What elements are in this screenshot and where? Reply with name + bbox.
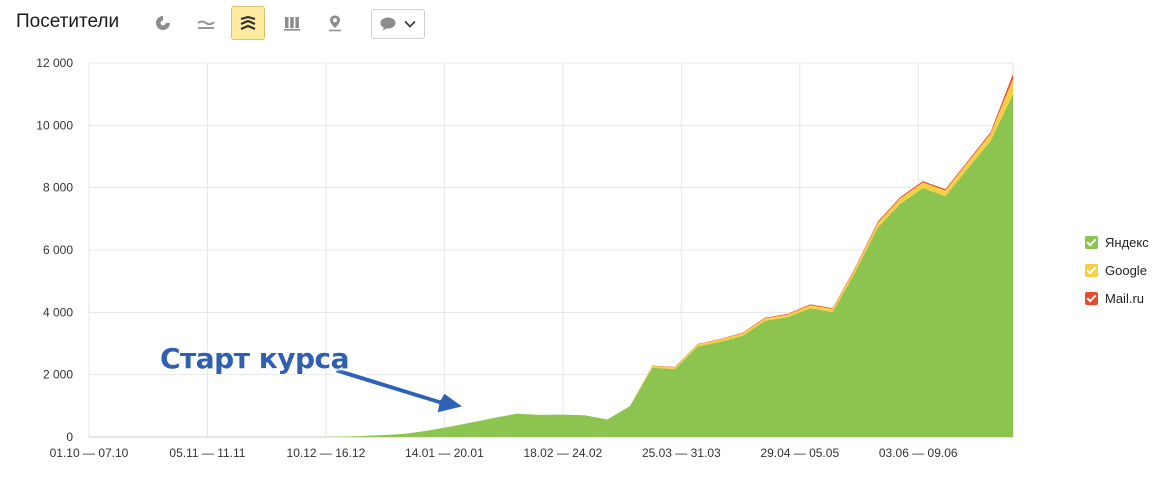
chart-legend: Яндекс Google Mail.ru (1085, 228, 1149, 312)
checkbox-icon[interactable] (1085, 263, 1098, 277)
legend-label: Mail.ru (1105, 290, 1145, 306)
line-chart-button[interactable] (189, 6, 223, 40)
y-tick-label: 6 000 (43, 243, 73, 257)
y-tick-label: 4 000 (43, 305, 73, 319)
x-tick-label: 03.06 — 09.06 (879, 446, 958, 460)
y-tick-label: 0 (66, 430, 73, 444)
x-axis: 01.10 — 07.10 05.11 — 11.11 10.12 — 16.12 1… (50, 446, 958, 460)
legend-item-google[interactable]: Google (1085, 256, 1149, 284)
x-tick-label: 18.02 — 24.02 (523, 446, 602, 460)
checkbox-icon[interactable] (1085, 235, 1098, 249)
map-button[interactable] (318, 6, 352, 40)
chart-areas (89, 73, 1013, 438)
chart-toolbar: Посетители (0, 0, 1165, 50)
area-series-0 (89, 94, 1013, 437)
y-tick-label: 2 000 (43, 368, 73, 382)
annotation-arrow (332, 365, 467, 416)
legend-item-mailru[interactable]: Mail.ru (1085, 284, 1149, 312)
chart-title: Посетители (16, 11, 120, 32)
area-chart-button[interactable] (231, 6, 265, 40)
legend-label: Google (1105, 262, 1147, 278)
y-axis: 0 2 000 4 000 6 000 8 000 10 000 12 000 (36, 56, 73, 444)
annotation-label: Старт курса (160, 342, 349, 375)
y-tick-label: 8 000 (43, 181, 73, 195)
x-tick-label: 14.01 — 20.01 (405, 446, 484, 460)
annotations-dropdown[interactable] (371, 9, 425, 39)
area-chart-icon (240, 15, 256, 31)
chevron-down-icon (404, 20, 416, 28)
x-tick-label: 29.04 — 05.05 (760, 446, 839, 460)
pie-chart-icon (156, 16, 170, 30)
x-tick-label: 05.11 — 11.11 (169, 446, 245, 460)
x-tick-label: 01.10 — 07.10 (50, 446, 129, 460)
x-tick-label: 10.12 — 16.12 (287, 446, 366, 460)
checkbox-icon[interactable] (1085, 291, 1098, 305)
map-pin-icon (329, 15, 341, 32)
y-tick-label: 12 000 (36, 56, 73, 70)
y-tick-label: 10 000 (36, 118, 73, 132)
line-chart-icon (197, 20, 215, 29)
bar-chart-button[interactable] (275, 6, 309, 40)
bar-chart-icon (284, 17, 300, 31)
legend-item-yandex[interactable]: Яндекс (1085, 228, 1149, 256)
arrow-shape (332, 365, 467, 416)
comment-icon (380, 17, 396, 31)
pie-chart-button[interactable] (146, 6, 180, 40)
legend-label: Яндекс (1105, 234, 1149, 250)
x-tick-label: 25.03 — 31.03 (642, 446, 721, 460)
